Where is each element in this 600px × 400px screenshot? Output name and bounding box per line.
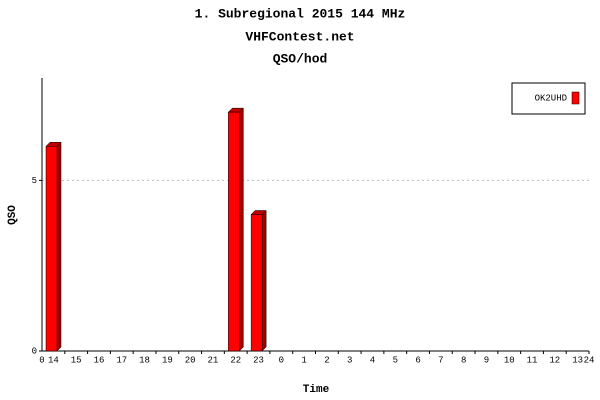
bar xyxy=(250,209,267,352)
legend-swatch xyxy=(571,91,580,105)
x-edge-label: 0 xyxy=(39,355,44,365)
x-edge-label: 24 xyxy=(584,355,595,365)
x-tick-label: 21 xyxy=(208,355,219,365)
x-tick-label: 10 xyxy=(504,355,515,365)
chart-subtitle: QSO/hod xyxy=(273,51,328,66)
bar xyxy=(45,141,62,352)
x-tick-label: 16 xyxy=(94,355,105,365)
x-tick-label: 3 xyxy=(347,355,352,365)
x-tick-label: 5 xyxy=(393,355,398,365)
bar-side xyxy=(261,209,267,352)
x-tick-label: 9 xyxy=(484,355,489,365)
x-tick-label: 11 xyxy=(527,355,538,365)
x-tick-label: 7 xyxy=(438,355,443,365)
bar-side xyxy=(239,107,244,352)
x-tick-label: 4 xyxy=(370,355,375,365)
bar-front xyxy=(250,214,263,352)
x-tick-label: 20 xyxy=(185,355,196,365)
y-tick-label: 0 xyxy=(32,346,37,356)
x-tick-label: 19 xyxy=(162,355,173,365)
x-tick-label: 8 xyxy=(461,355,466,365)
bar-front xyxy=(228,111,240,352)
x-axis-label: Time xyxy=(303,384,330,396)
x-tick-label: 15 xyxy=(71,355,82,365)
x-tick-label: 13 xyxy=(572,355,583,365)
x-tick-label: 12 xyxy=(549,355,560,365)
x-tick-label: 1 xyxy=(301,355,306,365)
x-tick-label: 0 xyxy=(279,355,284,365)
x-tick-label: 17 xyxy=(116,355,127,365)
legend-label: OK2UHD xyxy=(535,93,567,103)
x-tick-label: 14 xyxy=(48,355,59,365)
chart-title: 1. Subregional 2015 144 MHz xyxy=(195,6,406,21)
x-tick-label: 22 xyxy=(230,355,241,365)
x-tick-label: 23 xyxy=(253,355,264,365)
x-tick-label: 2 xyxy=(324,355,329,365)
bar xyxy=(227,107,244,352)
bar-front xyxy=(45,146,58,352)
y-tick-label: 5 xyxy=(32,176,37,186)
chart-subtitle: VHFContest.net xyxy=(245,29,354,44)
bar-side xyxy=(56,141,62,352)
x-tick-label: 18 xyxy=(139,355,150,365)
y-axis-label: QSO xyxy=(7,205,19,225)
x-tick-label: 6 xyxy=(415,355,420,365)
